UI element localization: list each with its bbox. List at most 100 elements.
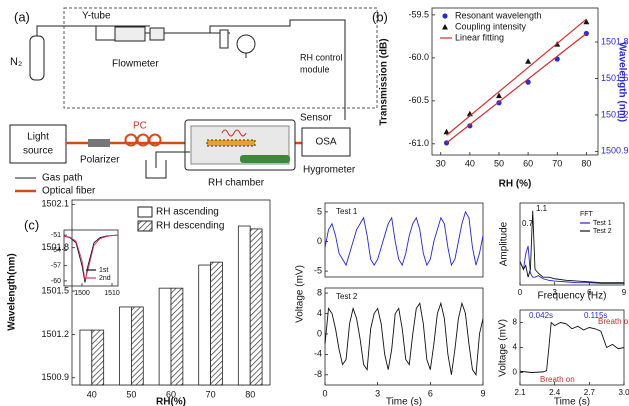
bar — [210, 261, 223, 386]
y-tick-label: -57 — [51, 262, 61, 269]
control-module-box — [63, 7, 378, 109]
data-line — [519, 245, 624, 284]
y-tick-label: 0 — [317, 236, 322, 246]
x-tick-label: 40 — [465, 158, 475, 168]
x-tick-label: 9 — [480, 388, 485, 398]
chamber-label: RH chamber — [208, 178, 265, 189]
y-tick-label: -60.0 — [408, 52, 429, 62]
n2-label: N₂ — [10, 56, 22, 68]
x-tick-label: 60 — [523, 158, 533, 168]
x-tick-label: 2.1 — [514, 388, 526, 397]
x-tick-label: 1510 — [104, 290, 120, 297]
annotation: 0.042s — [529, 311, 553, 320]
x-tick-label: 80 — [581, 158, 591, 168]
y-tick-label: 0 — [317, 328, 322, 338]
y-tick-label: 4 — [513, 343, 518, 352]
y-tick-label: -4 — [314, 349, 322, 359]
y-tick-label: 1500.9 — [41, 372, 69, 382]
annotation: 0.115s — [584, 311, 607, 320]
panel-label: (a) — [14, 9, 30, 24]
y2-tick-label: 1501.5 — [601, 73, 629, 83]
data-line — [324, 301, 484, 377]
data-point — [467, 123, 473, 129]
bar — [170, 287, 184, 386]
hygrometer — [240, 155, 290, 163]
pc-label: PC — [133, 121, 147, 132]
legend-label: RH ascending — [156, 207, 219, 218]
x-tick-label: 3 — [375, 388, 380, 398]
polarization-controller — [148, 133, 162, 147]
y-tick-label: 1501.2 — [41, 329, 69, 339]
plot-frame — [324, 287, 484, 386]
x-tick-label: 40 — [87, 389, 97, 399]
sensor — [206, 139, 256, 147]
y-axis-label: Voltage (mV) — [498, 319, 509, 377]
x-tick-label: 2.7 — [584, 388, 596, 397]
data-point — [525, 58, 532, 64]
legend-label: Gas path — [42, 173, 83, 184]
x-tick-label: 70 — [552, 158, 562, 168]
y-tick-label: -59.5 — [408, 9, 429, 19]
data-line — [324, 210, 484, 267]
light-source-label: source — [23, 146, 53, 157]
x-axis-label: Frequency (Hz) — [538, 291, 607, 302]
y-tick-label: 1501.5 — [41, 285, 69, 295]
y-tick-label: -61.0 — [408, 138, 429, 148]
gas-pipe — [36, 19, 346, 120]
fit-line — [446, 33, 587, 144]
x-tick-label: 0 — [518, 288, 523, 297]
annotation: Breath on — [540, 375, 575, 384]
x-tick-label: 50 — [494, 158, 504, 168]
x-tick-label: 1500 — [74, 290, 90, 297]
x-tick-label: 6 — [428, 388, 433, 398]
data-line — [519, 210, 624, 284]
flowmeter — [114, 26, 146, 42]
y-tick-label: 8 — [513, 318, 518, 327]
x-tick-label: 50 — [126, 389, 136, 399]
fit-line — [446, 18, 587, 136]
plot-frame — [431, 7, 599, 156]
panel-label: (c) — [24, 217, 39, 232]
y-tick-label: 4 — [317, 308, 322, 318]
x-tick-label: 30 — [436, 158, 446, 168]
y2-tick-label: 1500.9 — [601, 146, 629, 156]
x-axis-label: RH(%) — [156, 397, 186, 406]
y-tick-label: -60 — [51, 278, 61, 285]
legend-swatch — [137, 206, 153, 218]
legend-label: RH descending — [156, 221, 224, 232]
data-point — [443, 128, 450, 135]
y-axis-label: Wavelength(nm) — [7, 253, 18, 330]
x-tick-label: 60 — [166, 389, 176, 399]
osa-label: OSA — [315, 137, 336, 148]
y2-tick-label: 1501.8 — [601, 36, 629, 46]
annotation: Breath off — [598, 317, 629, 326]
legend-label: Coupling intensity — [455, 21, 527, 31]
x-tick-label: 70 — [206, 389, 216, 399]
y-axis-label: Voltage (mV) — [295, 265, 306, 323]
legend-label: Test 1 — [593, 220, 612, 227]
light-source-label: Light — [27, 132, 49, 143]
data-line — [519, 321, 625, 373]
bar — [249, 228, 263, 386]
module-label: module — [300, 64, 330, 74]
y-tick-label: 8 — [317, 287, 322, 297]
panel-label: (b) — [372, 9, 388, 24]
y-tick-label: -5 — [314, 265, 322, 275]
legend-label: 2nd — [99, 275, 111, 282]
legend-title: FFT — [580, 211, 594, 218]
x-tick-label: 9 — [622, 288, 627, 297]
y2-tick-label: 1501.2 — [601, 109, 629, 119]
sensor-field — [221, 129, 247, 137]
plot-frame — [324, 202, 484, 278]
legend-label: Resonant wavelength — [455, 10, 542, 20]
polarizer-label: Polarizer — [80, 155, 120, 166]
legend-label: Linear fitting — [455, 32, 504, 42]
flowmeter — [149, 27, 165, 41]
flask — [236, 34, 256, 54]
x-tick-label: 3.0 — [618, 388, 629, 397]
y-tick-label: 0 — [513, 368, 518, 377]
hygrometer-label: Hygrometer — [303, 165, 356, 176]
polarizer — [88, 139, 110, 147]
flowmeter-label: Flowmeter — [112, 59, 159, 70]
